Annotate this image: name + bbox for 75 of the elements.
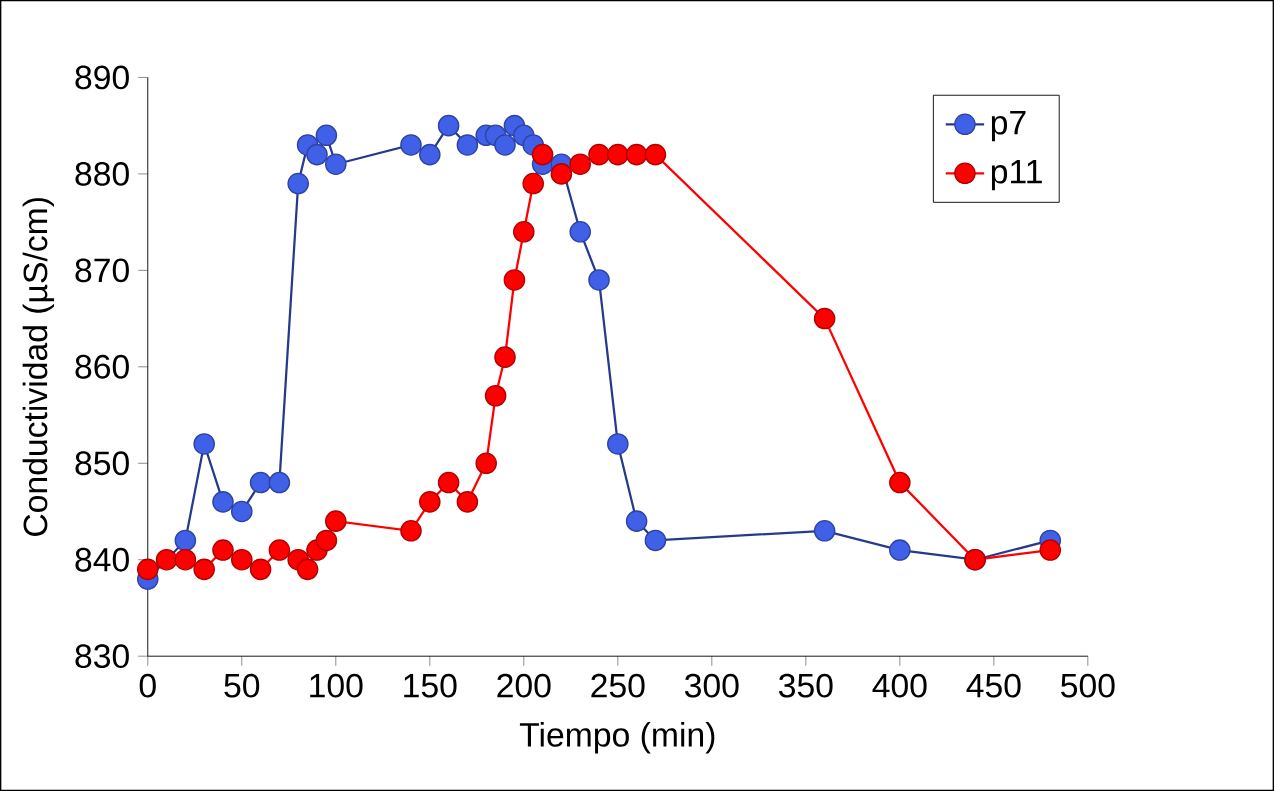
point <box>212 490 234 513</box>
point <box>475 452 497 474</box>
point <box>494 346 516 368</box>
point <box>249 558 272 581</box>
point <box>569 220 591 243</box>
x-axis-title: Tiempo (min) <box>519 721 715 754</box>
point <box>607 433 629 455</box>
legend-label: p7 <box>991 110 1026 142</box>
y-tick-label: 870 <box>75 258 129 283</box>
point <box>230 548 253 571</box>
point <box>889 539 911 561</box>
point <box>625 510 648 532</box>
y-tick-label: 880 <box>75 161 129 186</box>
point <box>230 500 253 523</box>
point <box>325 153 347 175</box>
y-tick-label: 830 <box>75 644 129 669</box>
point <box>813 519 836 542</box>
x-tick-label: 0 <box>139 673 156 698</box>
point <box>625 143 648 166</box>
point <box>193 558 215 581</box>
y-tick-label: 890 <box>75 65 129 90</box>
point <box>174 529 197 552</box>
point <box>155 548 178 571</box>
y-tick-label: 840 <box>75 547 129 572</box>
x-tick-label: 250 <box>591 673 645 698</box>
x-tick-label: 400 <box>872 673 927 698</box>
point <box>889 471 911 494</box>
x-tick-label: 150 <box>404 673 457 698</box>
y-axis-title: Conductividad (µS/cm) <box>22 198 55 536</box>
point <box>268 539 291 561</box>
point <box>588 269 610 291</box>
point <box>400 519 422 542</box>
point <box>569 153 591 175</box>
point <box>437 471 460 494</box>
point <box>1039 539 1062 561</box>
point <box>494 134 516 156</box>
point <box>503 269 526 291</box>
point <box>456 490 479 513</box>
point <box>268 471 291 494</box>
point <box>306 143 328 166</box>
point <box>644 529 667 552</box>
point <box>437 114 460 137</box>
point <box>174 548 197 571</box>
point <box>315 529 338 552</box>
point <box>419 490 441 513</box>
point <box>400 134 422 156</box>
point <box>644 143 667 166</box>
point <box>813 307 836 330</box>
point <box>588 143 610 166</box>
point <box>607 143 629 166</box>
point <box>419 143 441 166</box>
point <box>550 163 573 185</box>
point <box>325 510 347 532</box>
point <box>249 471 272 494</box>
point <box>484 384 507 407</box>
point <box>315 124 338 147</box>
x-tick-label: 50 <box>224 673 260 698</box>
y-tick-label: 850 <box>75 451 129 476</box>
point <box>287 172 309 195</box>
point <box>136 558 159 581</box>
point <box>531 143 554 166</box>
point <box>513 220 535 243</box>
point <box>456 134 479 156</box>
x-tick-label: 100 <box>310 673 363 698</box>
point <box>193 433 215 455</box>
x-tick-label: 300 <box>684 673 739 698</box>
point <box>212 539 234 561</box>
point <box>296 558 319 581</box>
x-tick-label: 200 <box>497 673 551 698</box>
x-tick-label: 500 <box>1061 673 1115 698</box>
x-tick-label: 450 <box>966 673 1021 698</box>
point <box>522 172 545 195</box>
x-tick-label: 350 <box>778 673 833 698</box>
y-tick-label: 860 <box>75 354 129 379</box>
legend-label: p11 <box>991 159 1042 191</box>
